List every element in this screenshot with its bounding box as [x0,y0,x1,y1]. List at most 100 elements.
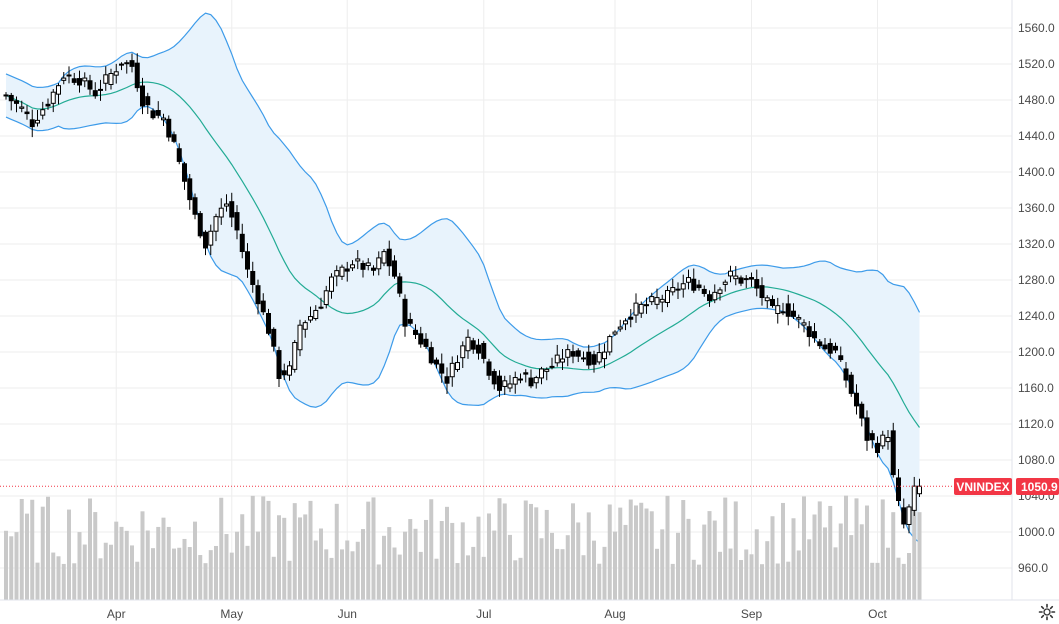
candle[interactable] [570,344,576,364]
candle[interactable] [266,308,271,336]
candle[interactable] [917,478,922,498]
candle[interactable] [549,357,555,370]
candle[interactable] [560,349,565,371]
candle[interactable] [203,230,208,256]
candle[interactable] [827,338,833,359]
candle[interactable] [98,79,103,101]
candle[interactable] [66,66,72,84]
candle[interactable] [407,312,413,326]
candle[interactable] [339,264,345,280]
candle[interactable] [838,346,844,362]
candle[interactable] [56,83,61,105]
candle[interactable] [113,63,119,84]
candle[interactable] [491,368,497,390]
candle[interactable] [486,358,492,381]
candle[interactable] [271,327,277,352]
candle[interactable] [287,360,292,381]
candle[interactable] [77,70,82,93]
candle[interactable] [539,366,544,385]
candle[interactable] [455,355,460,372]
candle[interactable] [365,258,371,271]
candle[interactable] [50,89,56,113]
candle[interactable] [675,282,681,300]
candle[interactable] [155,101,161,119]
candle[interactable] [743,275,749,289]
candle[interactable] [575,348,581,363]
candle[interactable] [476,338,481,360]
candle[interactable] [71,72,77,85]
candle[interactable] [507,375,513,393]
candle[interactable] [728,265,733,283]
candle[interactable] [749,272,754,287]
candle[interactable] [124,60,130,74]
candle[interactable] [35,109,40,127]
candle[interactable] [775,297,781,324]
candle[interactable] [134,53,140,92]
candle[interactable] [638,301,644,318]
time-axis[interactable]: Apr May Jun Jul Aug Sep Oct [107,607,888,621]
candle[interactable] [24,105,30,120]
candle[interactable] [8,92,14,111]
candle[interactable] [533,375,539,389]
candle[interactable] [780,302,786,316]
candle[interactable] [796,314,802,329]
candle[interactable] [465,329,471,359]
candle[interactable] [29,109,35,138]
candle[interactable] [770,295,775,308]
candle[interactable] [481,340,487,364]
candle[interactable] [423,333,429,350]
candle[interactable] [208,224,214,256]
candle[interactable] [906,504,912,534]
candle[interactable] [87,74,93,95]
candle[interactable] [344,261,350,282]
candle[interactable] [785,294,791,326]
candle[interactable] [738,275,744,287]
candle[interactable] [45,98,51,110]
candle[interactable] [848,371,854,397]
candle[interactable] [528,369,534,389]
candle[interactable] [596,343,602,365]
candle[interactable] [591,350,597,373]
candle[interactable] [334,265,340,287]
candle[interactable] [129,53,135,73]
candle[interactable] [649,292,655,306]
candle[interactable] [360,260,366,278]
candle[interactable] [722,279,728,292]
candle[interactable] [323,285,329,309]
candle[interactable] [512,371,518,394]
candle[interactable] [607,334,613,356]
candle[interactable] [276,346,282,387]
candle[interactable] [612,330,618,337]
candle[interactable] [355,250,361,270]
candle[interactable] [150,108,156,120]
candle[interactable] [544,367,550,381]
candle[interactable] [439,353,445,383]
candle[interactable] [229,192,235,228]
candle[interactable] [843,361,849,388]
candle[interactable] [329,273,334,299]
candle[interactable] [617,319,623,332]
candle[interactable] [470,337,476,354]
candle[interactable] [717,287,723,301]
candle[interactable] [103,66,109,91]
candle[interactable] [801,319,807,333]
candle[interactable] [885,429,891,450]
candle[interactable] [911,476,917,516]
candle[interactable] [733,266,739,286]
candle[interactable] [350,260,355,272]
candle[interactable] [302,320,308,338]
candle[interactable] [171,131,177,144]
candle[interactable] [806,321,812,347]
candle[interactable] [313,305,319,321]
candle[interactable] [565,344,571,367]
candlesticks[interactable] [3,53,922,534]
candle[interactable] [901,498,907,529]
candle[interactable] [3,92,9,100]
candle[interactable] [764,295,770,309]
candle[interactable] [386,240,392,276]
candle[interactable] [880,430,886,450]
candle[interactable] [402,294,408,337]
candle[interactable] [371,265,376,276]
candle[interactable] [119,62,124,71]
candle[interactable] [665,285,670,308]
